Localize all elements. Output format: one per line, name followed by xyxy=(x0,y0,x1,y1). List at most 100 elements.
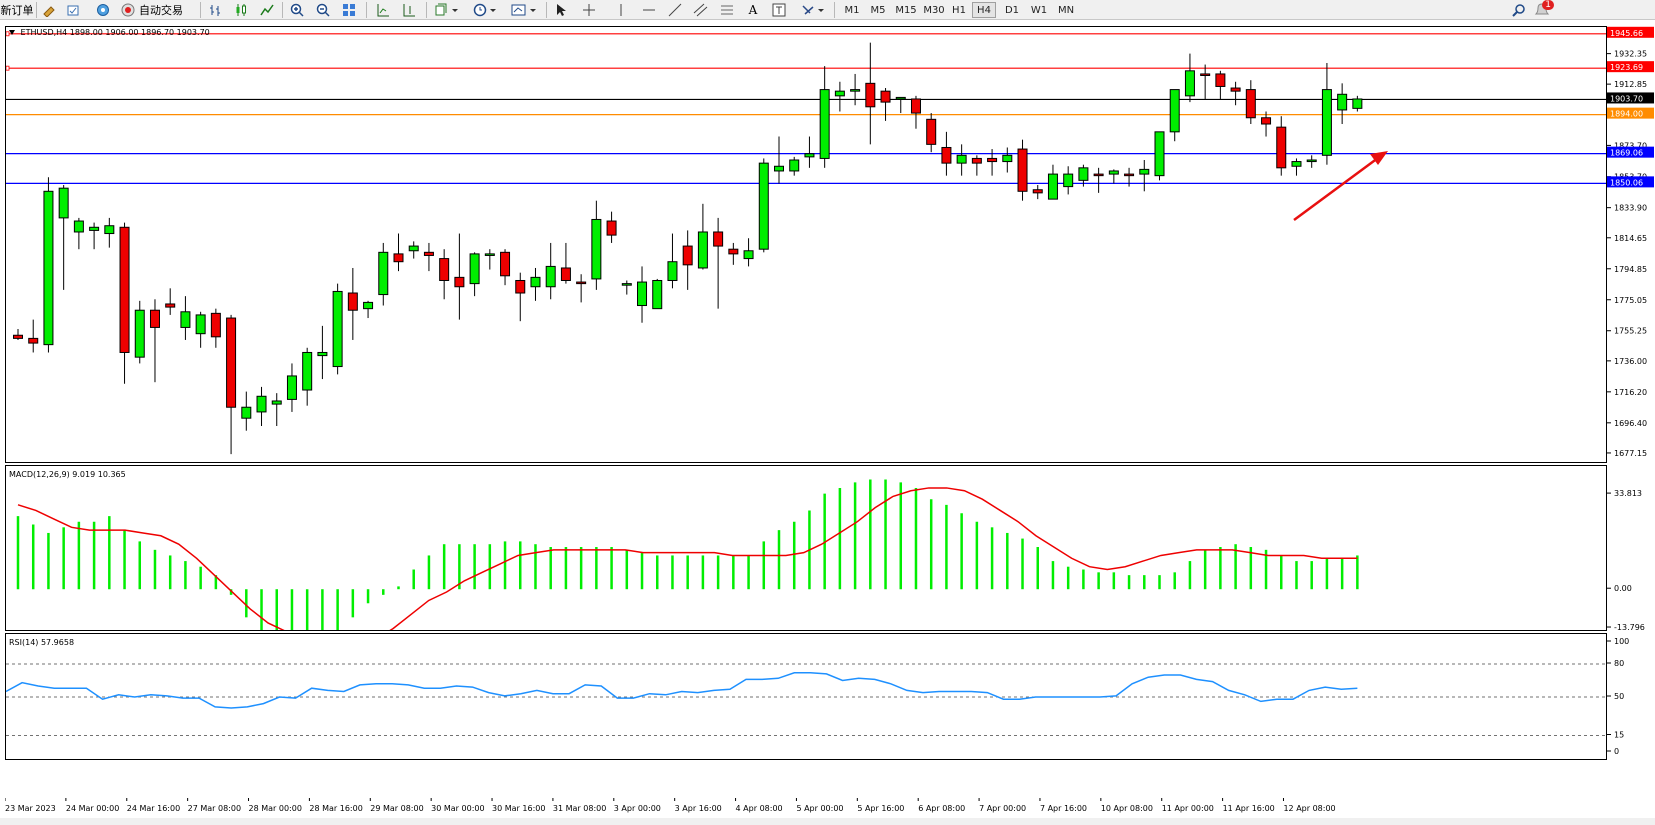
candle xyxy=(134,300,145,364)
price-tick-label: 1775.05 xyxy=(1614,296,1647,305)
horizontal-line-icon[interactable] xyxy=(640,2,658,18)
timeframe-h1[interactable]: H1 xyxy=(952,4,966,16)
candlestick-icon[interactable] xyxy=(232,2,250,18)
candle-body xyxy=(439,258,450,281)
timeframe-h4[interactable]: H4 xyxy=(972,2,996,18)
timeframe-m1[interactable]: M1 xyxy=(844,4,860,16)
candle-body xyxy=(1352,98,1363,109)
meta-editor-icon[interactable] xyxy=(40,2,58,18)
candle xyxy=(1291,158,1302,176)
timeframe-m15[interactable]: M15 xyxy=(895,4,917,16)
candle-body xyxy=(682,245,693,266)
timeframe-d1[interactable]: D1 xyxy=(1004,4,1020,16)
candle xyxy=(667,233,678,289)
rsi-chart xyxy=(6,663,1606,736)
level-price-tag-1 xyxy=(1607,61,1654,73)
candle xyxy=(621,280,632,295)
candle-body xyxy=(195,314,206,335)
auto-scroll-icon[interactable] xyxy=(400,2,418,18)
timeframe-w1[interactable]: W1 xyxy=(1030,4,1048,16)
candle xyxy=(1032,185,1043,200)
candle xyxy=(1078,164,1089,187)
line-chart-icon[interactable] xyxy=(258,2,276,18)
candle xyxy=(180,296,191,340)
time-tick-label: 12 Apr 08:00 xyxy=(1283,804,1335,813)
candle-body xyxy=(363,301,374,310)
candle xyxy=(1108,169,1119,184)
candle-body xyxy=(13,334,23,339)
candle xyxy=(560,242,571,284)
cursor-icon[interactable] xyxy=(552,2,570,18)
time-tick-label: 29 Mar 08:00 xyxy=(370,804,423,813)
market-watch-icon[interactable] xyxy=(94,2,112,18)
candle-body xyxy=(1047,173,1058,200)
periods-dropdown[interactable] xyxy=(470,2,500,18)
trendline-icon[interactable] xyxy=(666,2,684,18)
candle-body xyxy=(895,96,906,100)
rsi-panel[interactable]: RSI(14) 57.9658 xyxy=(5,633,1607,760)
candle xyxy=(728,242,739,265)
macd-tick-label: 33.813 xyxy=(1614,489,1642,498)
price-tick-label: 1716.20 xyxy=(1614,388,1647,397)
search-icon[interactable] xyxy=(1510,2,1528,18)
candle xyxy=(119,222,130,384)
notification-button[interactable]: 1 xyxy=(1532,0,1554,18)
candle xyxy=(758,158,769,253)
price-tick-label: 1794.85 xyxy=(1614,265,1647,274)
candle xyxy=(743,238,754,267)
channel-icon[interactable] xyxy=(692,2,710,18)
candle xyxy=(682,230,693,290)
templates-dropdown[interactable] xyxy=(508,2,540,18)
candle-body xyxy=(317,351,328,357)
price-chart-panel[interactable]: ETHUSD,H4 1898.00 1906.00 1896.70 1903.7… xyxy=(5,26,1607,463)
candle xyxy=(865,42,876,145)
indicators-dropdown[interactable] xyxy=(432,2,462,18)
new-order-button[interactable]: 新订单 xyxy=(0,2,34,18)
new-order-label: 新订单 xyxy=(0,4,34,17)
vertical-line-icon[interactable] xyxy=(612,2,630,18)
candle-body xyxy=(1124,173,1135,177)
candle-body xyxy=(987,157,998,163)
candle xyxy=(347,267,358,340)
candle xyxy=(606,211,617,243)
candle-body xyxy=(1215,73,1226,87)
candle xyxy=(789,156,800,176)
candle-body xyxy=(73,220,84,233)
timeframe-mn[interactable]: MN xyxy=(1057,4,1075,16)
text-label-icon[interactable] xyxy=(770,2,788,18)
fibonacci-icon[interactable] xyxy=(718,2,736,18)
level-price-label: 1850.06 xyxy=(1610,178,1643,187)
terminal-icon[interactable] xyxy=(64,2,82,18)
candle-body xyxy=(1230,87,1241,92)
rsi-axis: 100 80 50 15 0 xyxy=(1607,637,1629,756)
candle-body xyxy=(1200,73,1211,77)
zoom-out-icon[interactable] xyxy=(314,2,332,18)
auto-trading-button[interactable]: 自动交易 xyxy=(120,2,192,18)
crosshair-icon[interactable] xyxy=(580,2,598,18)
candle-body xyxy=(302,351,313,391)
macd-panel[interactable]: MACD(12,26,9) 9.019 10.365 xyxy=(5,465,1607,631)
chart-shift-icon[interactable] xyxy=(374,2,392,18)
macd-axis: 33.813 0.00 -13.796 xyxy=(1607,489,1645,631)
time-tick-label: 28 Mar 16:00 xyxy=(309,804,362,813)
candle xyxy=(363,300,374,319)
zoom-in-icon[interactable] xyxy=(288,2,306,18)
time-tick-label: 11 Apr 16:00 xyxy=(1223,804,1275,813)
tile-windows-icon[interactable] xyxy=(340,2,358,18)
time-tick-label: 7 Apr 00:00 xyxy=(979,804,1026,813)
candle xyxy=(1306,155,1317,168)
bar-chart-icon[interactable] xyxy=(206,2,224,18)
candle-body xyxy=(1139,168,1150,175)
price-tick-label: 1696.40 xyxy=(1614,419,1647,428)
text-tool-icon[interactable]: A xyxy=(748,3,758,17)
price-tick-label: 1677.15 xyxy=(1614,449,1647,458)
arrows-dropdown[interactable] xyxy=(798,2,828,18)
candle xyxy=(165,288,176,315)
trend-arrow[interactable] xyxy=(1293,153,1383,222)
rsi-tick-label: 100 xyxy=(1614,637,1629,646)
candle xyxy=(1337,83,1348,125)
candle xyxy=(850,73,861,106)
timeframe-m5[interactable]: M5 xyxy=(870,4,886,16)
timeframe-m30[interactable]: M30 xyxy=(923,4,945,16)
level-handle-1[interactable] xyxy=(6,65,10,71)
